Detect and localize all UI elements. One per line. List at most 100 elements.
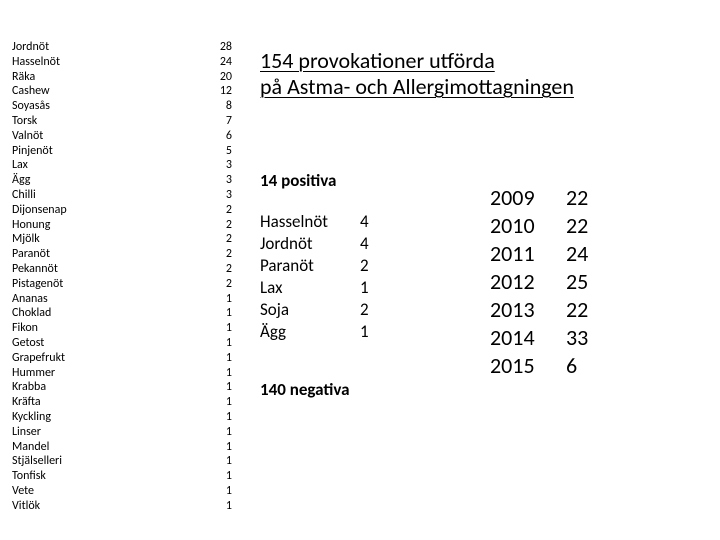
list-item-label: Räka [12,70,208,85]
list-item: Torsk7 [12,114,232,129]
list-item: Hasselnöt4 [260,211,700,233]
list-item-value: 3 [208,158,232,173]
list-item-label: Pekannöt [12,262,208,277]
list-item: Kyckling1 [12,410,232,425]
list-item: 201433 [490,324,606,352]
list-item-label: Paranöt [260,255,360,277]
list-item-value: 1 [208,469,232,484]
list-item-value: 22 [566,212,606,240]
list-item: Valnöt6 [12,129,232,144]
list-item-value: 6 [208,129,232,144]
list-item-value: 2 [208,218,232,233]
list-item: Pinjenöt5 [12,144,232,159]
list-item-value: 1 [208,380,232,395]
list-item: 20156 [490,352,606,380]
list-item-value: 8 [208,99,232,114]
list-item-value: 6 [566,352,606,380]
list-item-value: 1 [208,395,232,410]
list-item-label: Kräfta [12,395,208,410]
list-item-label: 2015 [490,352,566,380]
list-item-value: 1 [208,484,232,499]
list-item: Linser1 [12,425,232,440]
list-item-label: Stjälselleri [12,454,208,469]
list-item-value: 2 [208,203,232,218]
list-item-value: 2 [360,299,390,321]
list-item: Räka20 [12,70,232,85]
list-item-label: Krabba [12,380,208,395]
slide: Jordnöt28Hasselnöt24Räka20Cashew12Soyaså… [0,0,720,540]
list-item-label: Vitlök [12,499,208,514]
list-item-label: Ägg [12,173,208,188]
list-item-label: Tonfisk [12,469,208,484]
list-item-label: Soja [260,299,360,321]
list-item-value: 1 [208,454,232,469]
list-item-label: Chilli [12,188,208,203]
list-item-value: 1 [208,321,232,336]
negatives-title: 140 negativa [260,379,700,400]
list-item: Stjälselleri1 [12,454,232,469]
heading-line-1: 154 provokationer utförda [260,47,495,74]
list-item: Soja2 [260,299,700,321]
list-item: Jordnöt28 [12,40,232,55]
list-item-label: 2010 [490,212,566,240]
list-item-value: 1 [208,499,232,514]
list-item: Pistagenöt2 [12,277,232,292]
list-item: 201124 [490,240,606,268]
list-item: Cashew12 [12,84,232,99]
list-item-value: 4 [360,233,390,255]
list-item-value: 25 [566,268,606,296]
list-item-label: Valnöt [12,129,208,144]
list-item: Tonfisk1 [12,469,232,484]
main-content: 154 provokationer utförda på Astma- och … [260,48,700,400]
list-item: 201022 [490,212,606,240]
list-item-label: Hummer [12,366,208,381]
list-item: Ägg1 [260,321,700,343]
list-item: Getost1 [12,336,232,351]
list-item: Lax1 [260,277,700,299]
list-item-value: 3 [208,188,232,203]
list-item-label: Linser [12,425,208,440]
list-item: 201322 [490,296,606,324]
list-item: Kräfta1 [12,395,232,410]
list-item-value: 2 [208,277,232,292]
positives-title: 14 positiva [260,170,700,191]
list-item-value: 7 [208,114,232,129]
list-item: Ananas1 [12,292,232,307]
list-item-value: 1 [208,425,232,440]
list-item-label: Grapefrukt [12,351,208,366]
list-item: Hasselnöt24 [12,55,232,70]
list-item: Paranöt2 [260,255,700,277]
list-item-value: 2 [208,247,232,262]
allergen-list: Jordnöt28Hasselnöt24Räka20Cashew12Soyaså… [12,40,232,514]
list-item-label: Vete [12,484,208,499]
list-item-label: Kyckling [12,410,208,425]
list-item: 201225 [490,268,606,296]
list-item-label: Mandel [12,440,208,455]
list-item-value: 24 [566,240,606,268]
positives-list: Hasselnöt4Jordnöt4Paranöt2Lax1Soja2Ägg1 [260,211,700,343]
list-item-value: 33 [566,324,606,352]
heading-line-2: på Astma- och Allergimottagningen [260,73,574,100]
list-item-value: 22 [566,296,606,324]
list-item-label: Cashew [12,84,208,99]
list-item: Mandel1 [12,440,232,455]
list-item-label: Lax [260,277,360,299]
list-item-label: Jordnöt [260,233,360,255]
list-item: Hummer1 [12,366,232,381]
list-item: Honung2 [12,218,232,233]
list-item-label: Torsk [12,114,208,129]
list-item-label: Soyasås [12,99,208,114]
list-item-value: 1 [208,366,232,381]
list-item-value: 24 [208,55,232,70]
list-item: 200922 [490,184,606,212]
list-item-label: 2011 [490,240,566,268]
list-item: Ägg3 [12,173,232,188]
list-item-value: 1 [208,292,232,307]
list-item: Lax3 [12,158,232,173]
list-item-value: 1 [208,336,232,351]
list-item: Fikon1 [12,321,232,336]
list-item: Choklad1 [12,306,232,321]
list-item-label: Pistagenöt [12,277,208,292]
list-item-label: 2012 [490,268,566,296]
heading: 154 provokationer utförda på Astma- och … [260,48,700,100]
